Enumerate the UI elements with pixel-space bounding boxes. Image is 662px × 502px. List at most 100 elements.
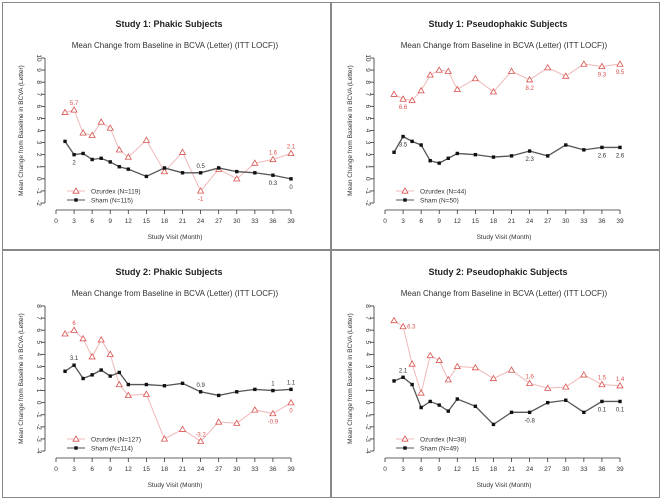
data-point-ozurdex [408,96,416,103]
y-tick-label: -4 [364,448,371,454]
data-point-ozurdex [543,384,552,391]
x-tick-label: 15 [143,466,151,473]
data-point-ozurdex [616,381,624,389]
y-tick-label: 3 [364,141,371,145]
x-tick-label: 21 [508,466,516,473]
data-label: 1.5 [598,376,607,382]
data-point-sham [455,151,460,156]
data-label: 2.6 [616,153,625,159]
x-tick-label: 15 [472,466,480,473]
data-point-sham [618,399,622,404]
data-point-ozurdex [106,350,114,357]
data-point-sham [63,139,67,144]
data-point-sham [81,151,85,156]
data-label: 0.5 [196,164,205,170]
x-tick-label: 33 [251,466,259,473]
y-tick-label: 7 [364,316,371,320]
data-label: 9.5 [616,70,625,76]
data-point-ozurdex [598,62,606,70]
data-point-ozurdex [79,334,87,342]
panel-study2-pseudophakic: Study 2: Pseudophakic Subjects Mean Chang… [331,250,660,498]
legend-marker-ozurdex [72,187,80,194]
data-point-ozurdex [106,124,114,131]
series-line-ozurdex [64,329,292,442]
data-point-ozurdex [580,371,588,378]
y-tick-label: 0 [35,401,42,405]
data-point-sham [235,390,239,394]
data-point-sham [545,154,550,158]
x-tick-label: 3 [72,218,76,225]
data-point-ozurdex [453,85,462,93]
data-point-sham [564,143,568,147]
data-point-ozurdex [471,363,480,371]
y-tick-label: -2 [35,424,42,430]
legend-marker-ozurdex [72,435,80,442]
x-tick-label: 3 [401,218,405,225]
data-label: 6.3 [407,325,416,331]
y-axis-label: Mean Change from Baseline in BCVA (Lette… [347,65,354,196]
chart-subtitle: Mean Change from Baseline in BCVA (Lette… [401,41,608,50]
data-point-ozurdex [435,66,443,73]
series-line-sham [393,135,620,164]
x-tick-label: 6 [90,218,94,225]
y-tick-label: -1 [364,188,371,194]
data-label: 1.4 [616,377,625,383]
data-point-ozurdex [196,437,205,444]
y-tick-label: 2 [35,153,42,157]
data-point-sham [401,134,405,139]
data-label: 2.1 [399,368,408,374]
data-point-sham [72,363,76,367]
data-point-ozurdex [444,67,452,74]
x-tick-label: 33 [251,218,259,225]
data-label: 1.1 [287,380,296,386]
data-point-ozurdex [399,322,407,330]
data-point-sham [473,152,478,157]
data-point-sham [144,382,149,387]
data-point-sham [600,399,604,404]
y-tick-label: 7 [35,92,42,96]
data-label: -0.8 [524,418,535,424]
y-tick-label: 9 [35,68,42,72]
legend-marker-sham [403,446,407,450]
chart-title: Study 1: Phakic Subjects [115,19,222,29]
data-point-ozurdex [399,95,407,102]
data-label: 1.6 [525,374,534,380]
x-tick-label: 6 [419,218,423,225]
y-tick-label: 5 [35,117,42,121]
data-point-sham [271,173,275,177]
data-point-sham [108,160,112,164]
y-tick-label: 4 [364,353,371,357]
data-point-ozurdex [178,148,187,155]
data-point-sham [289,177,293,181]
data-point-sham [527,149,532,153]
x-tick-label: 36 [598,466,606,473]
legend-marker-sham [74,446,78,450]
data-point-sham [401,375,405,379]
data-point-sham [108,374,112,378]
legend-marker-sham [74,198,78,202]
x-tick-label: 24 [526,218,534,225]
legend-marker-sham [403,198,407,202]
y-tick-label: 0 [364,177,371,181]
y-tick-label: 2 [364,153,371,157]
y-tick-label: -1 [35,412,42,418]
data-point-ozurdex [142,136,151,143]
data-point-ozurdex [507,67,516,74]
data-point-ozurdex [489,374,498,382]
y-tick-label: -2 [364,200,371,206]
data-point-ozurdex [214,418,223,425]
data-label: 0.1 [616,407,625,413]
data-point-ozurdex [616,60,624,67]
data-point-ozurdex [97,118,105,125]
data-point-sham [99,368,103,372]
data-point-sham [491,422,496,427]
data-point-ozurdex [426,71,434,78]
data-point-ozurdex [417,389,425,396]
panel-study2-phakic: Study 2: Phakic Subjects Mean Change from… [2,250,331,498]
y-tick-label: 2 [364,377,371,381]
y-tick-label: 0 [35,177,42,181]
data-point-ozurdex [160,435,169,442]
data-point-ozurdex [79,129,87,136]
data-point-sham [509,154,514,158]
